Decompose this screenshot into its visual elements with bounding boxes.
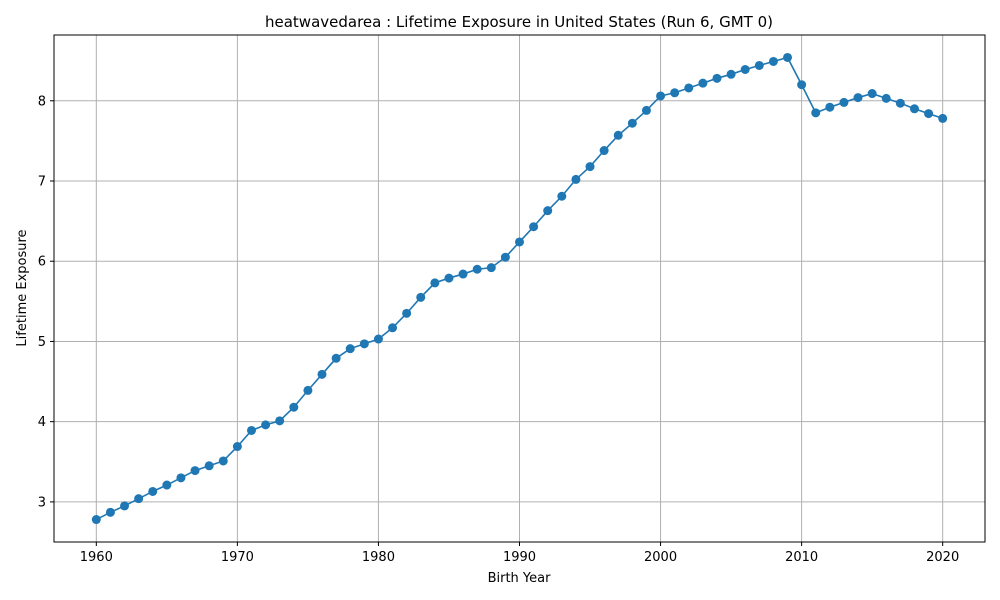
data-point	[176, 473, 186, 483]
data-point	[190, 466, 200, 476]
data-point	[289, 402, 299, 412]
data-point	[529, 222, 539, 232]
data-point	[331, 353, 341, 363]
data-point	[585, 162, 595, 172]
data-point	[486, 263, 496, 273]
x-axis-label: Birth Year	[488, 571, 552, 586]
data-point	[232, 442, 242, 452]
data-point	[557, 191, 567, 201]
y-tick-label: 3	[38, 495, 46, 510]
grid	[54, 35, 985, 542]
data-point	[825, 102, 835, 112]
x-tick-label: 1960	[80, 550, 113, 565]
y-tick-label: 5	[38, 335, 46, 350]
data-point	[134, 494, 144, 504]
data-point	[416, 292, 426, 302]
data-point	[472, 264, 482, 274]
data-point	[359, 339, 369, 349]
data-point	[500, 252, 510, 262]
data-point	[388, 323, 398, 333]
data-point	[811, 108, 821, 118]
data-point	[783, 52, 793, 62]
data-point	[698, 78, 708, 88]
data-point	[444, 273, 454, 283]
data-point	[712, 73, 722, 83]
data-point	[768, 56, 778, 66]
data-point	[670, 88, 680, 98]
y-tick-label: 7	[38, 175, 46, 190]
y-tick-label: 8	[38, 94, 46, 109]
data-point	[613, 130, 623, 140]
x-tick-label: 1990	[503, 550, 536, 565]
data-point	[218, 456, 228, 466]
x-tick-label: 2010	[785, 550, 818, 565]
y-axis: 3 4 5 6 7 8	[38, 94, 54, 510]
data-point	[641, 105, 651, 115]
data-point	[204, 461, 214, 471]
x-tick-label: 1970	[221, 550, 254, 565]
data-point	[91, 515, 101, 525]
x-axis: 1960 1970 1980 1990 2000 2010 2020	[80, 542, 959, 565]
data-point	[726, 69, 736, 79]
chart-title: heatwavedarea : Lifetime Exposure in Uni…	[265, 13, 773, 31]
data-point	[402, 308, 412, 318]
data-point	[740, 64, 750, 74]
data-point	[345, 344, 355, 354]
data-point	[543, 206, 553, 216]
x-tick-label: 2020	[926, 550, 959, 565]
series-layer	[91, 52, 948, 525]
data-point	[754, 60, 764, 70]
data-point	[162, 480, 172, 490]
data-point	[656, 91, 666, 101]
data-point	[797, 80, 807, 90]
data-point	[627, 118, 637, 128]
data-point	[317, 369, 327, 379]
x-tick-label: 2000	[644, 550, 677, 565]
data-point	[458, 269, 468, 279]
data-point	[684, 83, 694, 93]
data-point	[571, 174, 581, 184]
data-point	[867, 89, 877, 99]
y-axis-label: Lifetime Exposure	[15, 229, 30, 346]
data-point	[924, 109, 934, 119]
data-point	[105, 507, 115, 517]
y-tick-label: 4	[38, 415, 46, 430]
data-point	[148, 486, 158, 496]
data-point	[839, 97, 849, 107]
data-point	[120, 501, 130, 511]
y-tick-label: 6	[38, 255, 46, 270]
data-point	[430, 278, 440, 288]
data-point	[938, 113, 948, 123]
data-point	[261, 420, 271, 430]
data-point	[515, 237, 524, 247]
x-tick-label: 1980	[362, 550, 395, 565]
data-point	[853, 93, 863, 103]
data-point	[909, 104, 919, 114]
data-point	[246, 425, 256, 435]
data-point	[895, 98, 905, 108]
data-point	[599, 146, 609, 156]
data-point	[303, 385, 313, 395]
data-point	[881, 93, 891, 103]
data-point	[373, 334, 383, 344]
data-point	[275, 416, 285, 426]
